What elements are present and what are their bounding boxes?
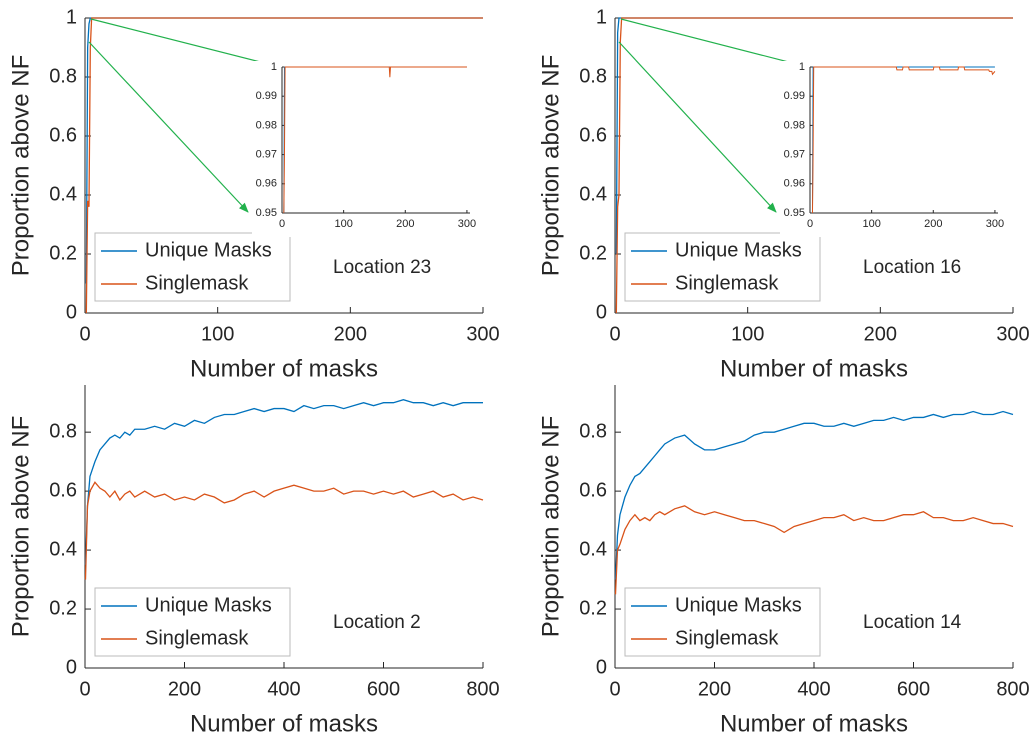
x-tick-label: 100 (201, 323, 234, 345)
x-axis-label: Number of masks (720, 355, 908, 382)
x-tick-label: 100 (862, 218, 880, 230)
y-tick-label: 0 (66, 656, 77, 678)
y-tick-label: 1 (271, 61, 277, 73)
y-tick-label: 0.96 (784, 178, 805, 190)
y-tick-label: 0.8 (49, 65, 77, 87)
y-tick-label: 0.8 (579, 420, 607, 442)
x-tick-label: 600 (897, 678, 930, 700)
x-tick-label: 300 (986, 218, 1004, 230)
x-tick-label: 200 (396, 218, 414, 230)
legend-box (94, 587, 291, 657)
legend-box (624, 232, 821, 302)
y-tick-label: 0.2 (49, 242, 77, 264)
y-axis-label: Proportion above NF (537, 55, 564, 276)
arrow (620, 18, 809, 69)
x-tick-label: 200 (698, 678, 731, 700)
series-line (811, 66, 996, 214)
x-axis-label: Number of masks (720, 710, 908, 737)
legend-label: Unique Masks (145, 239, 272, 261)
y-tick-label: 1 (66, 6, 77, 28)
x-axis-label: Number of masks (190, 355, 378, 382)
y-tick-label: 0.4 (49, 538, 77, 560)
y-tick-label: 0.95 (256, 207, 277, 219)
inset-area (780, 61, 1004, 237)
y-tick-label: 0.8 (49, 420, 77, 442)
x-tick-label: 600 (367, 678, 400, 700)
legend-box (94, 232, 291, 302)
x-tick-label: 0 (807, 218, 813, 230)
y-axis-label: Proportion above NF (537, 416, 564, 637)
y-tick-label: 0.6 (579, 479, 607, 501)
y-tick-label: 0.97 (784, 149, 805, 161)
series-line (283, 66, 467, 214)
x-tick-label: 200 (168, 678, 201, 700)
x-tick-label: 100 (731, 323, 764, 345)
x-tick-label: 0 (609, 678, 620, 700)
annotation: Location 16 (863, 257, 961, 278)
legend-label: Unique Masks (675, 594, 802, 616)
y-axis-label: Proportion above NF (7, 416, 34, 637)
y-tick-label: 0.98 (256, 119, 277, 131)
y-tick-label: 0.96 (256, 178, 277, 190)
x-tick-label: 800 (996, 678, 1029, 700)
legend-label: Singlemask (675, 627, 779, 649)
y-tick-label: 1 (799, 61, 805, 73)
annotation: Location 2 (333, 612, 421, 633)
x-axis-label: Number of masks (190, 710, 378, 737)
x-tick-label: 400 (267, 678, 300, 700)
x-tick-label: 800 (466, 678, 499, 700)
x-tick-label: 0 (279, 218, 285, 230)
y-tick-label: 0.4 (579, 538, 607, 560)
y-tick-label: 0.8 (579, 65, 607, 87)
y-tick-label: 0.6 (49, 124, 77, 146)
x-tick-label: 100 (334, 218, 352, 230)
x-tick-label: 300 (996, 323, 1029, 345)
series-line (614, 505, 1014, 595)
inset-area (252, 61, 476, 237)
arrow (90, 18, 281, 69)
legend-label: Unique Masks (675, 239, 802, 261)
y-tick-label: 0.2 (579, 597, 607, 619)
legend-box (624, 587, 821, 657)
x-tick-label: 200 (924, 218, 942, 230)
annotation: Location 23 (333, 257, 431, 278)
legend-label: Singlemask (675, 272, 779, 294)
y-tick-label: 0.97 (256, 149, 277, 161)
series-line (85, 17, 483, 314)
y-tick-label: 0.2 (49, 597, 77, 619)
y-tick-label: 0.4 (49, 183, 77, 205)
arrow (88, 41, 249, 213)
series-line (614, 410, 1014, 580)
y-tick-label: 0.99 (784, 90, 805, 102)
annotation: Location 14 (863, 612, 962, 633)
arrow (618, 41, 777, 213)
x-tick-label: 0 (609, 323, 620, 345)
x-tick-label: 0 (79, 323, 90, 345)
x-tick-label: 200 (864, 323, 897, 345)
y-tick-label: 0.98 (784, 119, 805, 131)
y-tick-label: 0.2 (579, 242, 607, 264)
series-line (84, 399, 483, 565)
legend-label: Unique Masks (145, 594, 272, 616)
y-tick-label: 0 (66, 301, 77, 323)
y-tick-label: 0.4 (579, 183, 607, 205)
y-tick-label: 0.6 (579, 124, 607, 146)
series-line (84, 481, 484, 580)
series-line (615, 17, 1013, 314)
x-tick-label: 200 (334, 323, 367, 345)
x-tick-label: 400 (797, 678, 830, 700)
y-tick-label: 0 (596, 301, 607, 323)
y-tick-label: 0.99 (256, 90, 277, 102)
legend-label: Singlemask (145, 627, 249, 649)
x-tick-label: 300 (458, 218, 476, 230)
x-tick-label: 0 (79, 678, 90, 700)
y-tick-label: 0.6 (49, 479, 77, 501)
y-tick-label: 1 (596, 6, 607, 28)
y-tick-label: 0.95 (784, 207, 805, 219)
legend-label: Singlemask (145, 272, 249, 294)
y-tick-label: 0 (596, 656, 607, 678)
x-tick-label: 300 (466, 323, 499, 345)
y-axis-label: Proportion above NF (7, 55, 34, 276)
